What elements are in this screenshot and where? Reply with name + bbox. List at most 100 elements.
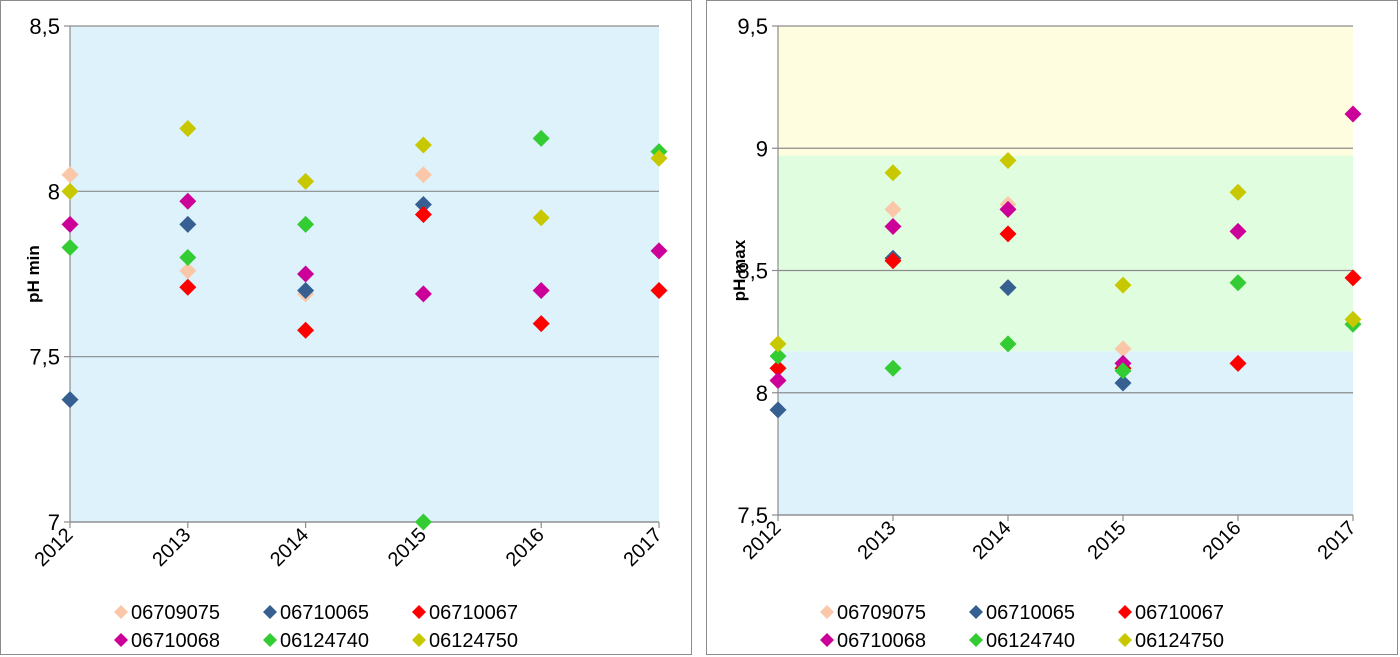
legend-label: 06709075: [837, 602, 926, 624]
data-point: [999, 335, 1017, 353]
data-point: [999, 200, 1017, 218]
data-point: [1114, 276, 1132, 294]
legend-marker: [263, 605, 277, 619]
data-point: [1114, 362, 1132, 380]
data-point: [884, 200, 902, 218]
legend-label: 06710065: [986, 602, 1075, 624]
data-point: [61, 215, 79, 233]
x-tick-label: 2013: [854, 517, 901, 564]
legend-marker: [969, 633, 983, 647]
x-tick-label: 2015: [384, 524, 431, 571]
data-point: [650, 282, 668, 300]
data-point: [1344, 105, 1362, 123]
data-point: [884, 164, 902, 182]
data-point: [414, 166, 432, 184]
legend-marker: [820, 605, 834, 619]
data-point: [61, 239, 79, 257]
data-point: [297, 172, 315, 190]
legend-label: 06710068: [837, 630, 926, 652]
y-tick-label: 7: [48, 510, 60, 535]
data-point: [999, 225, 1017, 243]
data-point: [297, 265, 315, 283]
data-point: [769, 401, 787, 419]
legend-marker: [412, 633, 426, 647]
data-point: [650, 242, 668, 260]
legend-marker: [1118, 633, 1132, 647]
x-tick-label: 2016: [1199, 517, 1246, 564]
data-point: [1114, 374, 1132, 392]
data-point: [1229, 274, 1247, 292]
legend-label: 06124750: [1135, 630, 1224, 652]
legend-marker: [114, 633, 128, 647]
data-point: [61, 182, 79, 200]
data-point: [179, 120, 197, 138]
y-tick-label: 8,5: [29, 14, 60, 39]
data-point: [179, 248, 197, 266]
data-point: [1229, 354, 1247, 372]
data-point: [532, 129, 550, 147]
plot-band: [778, 155, 1353, 352]
x-tick-label: 2014: [266, 524, 313, 571]
data-point: [532, 209, 550, 227]
data-point: [297, 282, 315, 300]
data-point: [414, 513, 432, 531]
y-tick-label: 8,5: [737, 259, 768, 284]
data-point: [884, 252, 902, 270]
data-point: [61, 166, 79, 184]
chart-panel-ph-min: 7 7,5 8 8,5 2012 2013 2014 2015 2016 2017 pH min 06…: [0, 0, 692, 655]
x-tick-label: 2017: [1314, 517, 1361, 564]
legend-label: 06124750: [429, 630, 518, 652]
data-point: [414, 205, 432, 223]
y-axis-label: pH max: [730, 239, 749, 301]
y-tick-label: 9: [756, 136, 768, 161]
data-point: [769, 372, 787, 390]
data-point: [999, 279, 1017, 297]
data-point: [414, 196, 432, 214]
legend-marker: [820, 633, 834, 647]
legend-marker: [263, 633, 277, 647]
data-point: [999, 151, 1017, 169]
legend-marker: [114, 605, 128, 619]
data-point: [532, 315, 550, 333]
plot-band: [778, 26, 1353, 156]
data-point: [179, 262, 197, 280]
y-tick-label: 7,5: [737, 503, 768, 528]
data-point: [179, 215, 197, 233]
y-tick-label: 9,5: [737, 14, 768, 39]
data-point: [1344, 310, 1362, 328]
plot-band: [778, 351, 1353, 515]
data-point: [884, 359, 902, 377]
y-tick-label: 8: [756, 381, 768, 406]
x-tick-label: 2015: [1084, 517, 1131, 564]
data-point: [769, 335, 787, 353]
data-point: [414, 285, 432, 303]
legend-label: 06124740: [986, 630, 1075, 652]
data-point: [1344, 269, 1362, 287]
legend-marker: [1118, 605, 1132, 619]
data-point: [61, 391, 79, 409]
legend-label: 06710068: [131, 630, 220, 652]
data-point: [769, 359, 787, 377]
legend-label: 06124740: [280, 630, 369, 652]
data-point: [179, 192, 197, 210]
x-tick-label: 2016: [502, 524, 549, 571]
y-axis-label: pH min: [24, 245, 43, 303]
legend-label: 06709075: [131, 602, 220, 624]
chart-panel-ph-max: 7,5 8 8,5 9 9,5 2012 2013 2014 2015 2016 2017 pH ma…: [706, 0, 1398, 655]
data-point: [179, 278, 197, 296]
x-tick-label: 2013: [148, 524, 195, 571]
x-tick-label: 2014: [969, 517, 1016, 564]
data-point: [1229, 222, 1247, 240]
legend-label: 06710065: [280, 602, 369, 624]
data-point: [297, 321, 315, 339]
y-tick-label: 7,5: [29, 345, 60, 370]
legend-marker: [412, 605, 426, 619]
legend-label: 06710067: [1135, 602, 1224, 624]
data-point: [297, 215, 315, 233]
legend-marker: [969, 605, 983, 619]
plot-band: [70, 26, 659, 522]
data-point: [1114, 340, 1132, 358]
data-point: [769, 347, 787, 365]
data-point: [650, 149, 668, 167]
